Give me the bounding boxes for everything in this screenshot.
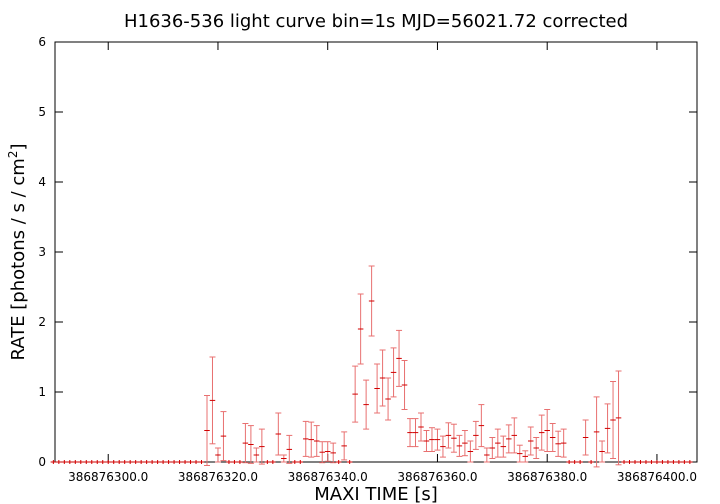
y-tick-label: 5 bbox=[38, 105, 46, 119]
x-tick-label: 386876300.0 bbox=[68, 470, 148, 484]
y-tick-label: 6 bbox=[38, 35, 46, 49]
x-axis-label: MAXI TIME [s] bbox=[314, 484, 438, 504]
y-label-end: ] bbox=[8, 143, 29, 150]
y-tick-label: 3 bbox=[38, 245, 46, 259]
y-label-sup: 2 bbox=[6, 151, 20, 159]
y-tick-label: 4 bbox=[38, 175, 46, 189]
x-tick-label: 386876320.0 bbox=[178, 470, 258, 484]
plot-frame bbox=[54, 41, 698, 463]
y-label-main: RATE [photons / s / cm bbox=[8, 158, 29, 360]
chart-title: H1636-536 light curve bin=1s MJD=56021.7… bbox=[124, 11, 628, 32]
y-tick-label: 2 bbox=[38, 315, 46, 329]
x-tick-label: 386876360.0 bbox=[397, 470, 477, 484]
x-tick-label: 386876340.0 bbox=[288, 470, 368, 484]
x-tick-label: 386876400.0 bbox=[617, 470, 697, 484]
x-tick-label: 386876380.0 bbox=[507, 470, 587, 484]
y-tick-label: 1 bbox=[38, 385, 46, 399]
y-axis-label: RATE [photons / s / cm2] bbox=[6, 143, 29, 360]
y-tick-label: 0 bbox=[38, 455, 46, 469]
